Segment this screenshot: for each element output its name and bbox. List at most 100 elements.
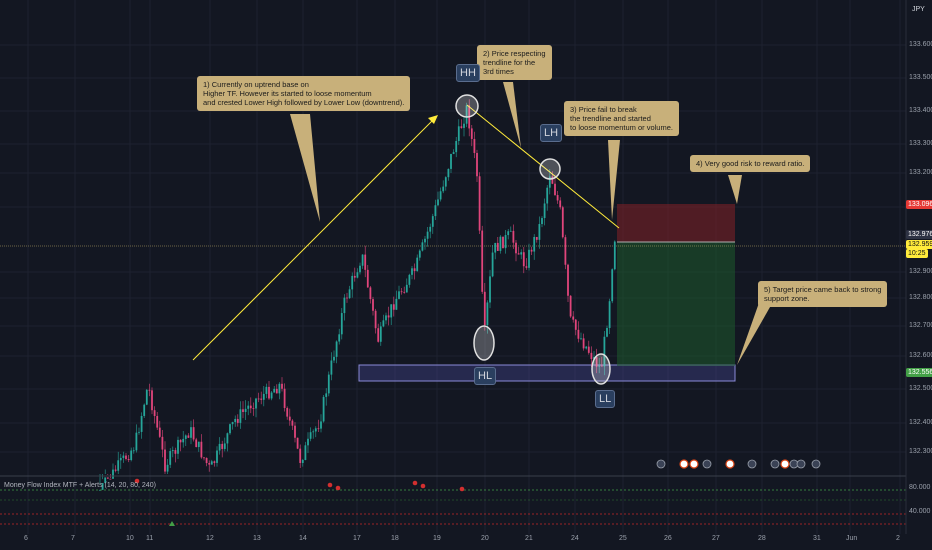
y-tick-label: 133.600 — [909, 41, 932, 48]
candle-body — [338, 334, 341, 342]
candle-body — [572, 316, 575, 320]
candle-body — [507, 231, 510, 236]
candle-body — [125, 455, 127, 459]
candle-body — [437, 199, 439, 206]
candle-body — [130, 450, 133, 461]
candle-body — [229, 424, 231, 434]
candle-body — [431, 216, 434, 227]
candle-body — [203, 457, 205, 459]
x-tick-label: 19 — [433, 535, 441, 542]
candle-body — [413, 268, 416, 272]
y-tick-label: 132.700 — [909, 322, 932, 329]
candle-body — [418, 250, 421, 258]
callout-1: 1) Currently on uptrend base on Higher T… — [197, 76, 411, 111]
candle-body — [151, 390, 153, 411]
candle-body — [559, 200, 562, 208]
candle-body — [385, 315, 387, 321]
candle-body — [429, 226, 432, 232]
candle-body — [340, 313, 343, 335]
candle-body — [270, 392, 273, 399]
candle-body — [174, 450, 177, 454]
x-tick-label: 2 — [896, 535, 900, 542]
candle-body — [554, 183, 556, 196]
candle-body — [520, 252, 523, 255]
ll-circle — [591, 353, 611, 385]
candle-body — [192, 427, 195, 440]
candle-body — [603, 336, 606, 367]
candle-body — [161, 436, 164, 450]
candle-body — [374, 310, 377, 329]
candle-body — [530, 249, 533, 252]
candle-body — [223, 443, 226, 449]
indicator-tick-label: 40.000 — [909, 508, 931, 515]
candle-body — [343, 297, 346, 314]
x-tick-label: 18 — [391, 535, 399, 542]
candle-body — [546, 187, 549, 204]
candle-body — [210, 461, 213, 465]
candle-body — [216, 450, 218, 463]
x-tick-label: 28 — [758, 535, 766, 542]
candle-body — [231, 422, 234, 425]
candle-body — [117, 460, 120, 471]
candle-body — [187, 435, 190, 438]
candle-body — [156, 415, 159, 428]
candle-body — [496, 242, 499, 251]
candle-body — [408, 274, 411, 285]
candle-body — [252, 408, 255, 410]
candle-body — [421, 242, 424, 251]
y-tick-label: 132.800 — [909, 294, 932, 301]
x-tick-label: 10 — [126, 535, 134, 542]
candle-body — [273, 388, 276, 393]
candle-body — [330, 360, 333, 375]
x-tick-label: 25 — [619, 535, 627, 542]
trendline — [466, 104, 620, 229]
callout-5: 5) Target price came back to strong supp… — [758, 281, 888, 307]
candle-body — [463, 123, 465, 128]
candle-body — [171, 450, 174, 452]
candle-body — [307, 438, 309, 446]
candle-body — [314, 428, 317, 432]
candle-body — [450, 153, 452, 169]
callout-2: 2) Price respecting trendline for the 3r… — [477, 45, 552, 80]
candle-body — [221, 443, 224, 449]
support-zone — [358, 364, 736, 382]
y-tick-label: 132.500 — [909, 385, 932, 392]
candle-body — [283, 388, 286, 408]
candle-body — [333, 356, 335, 361]
candle-body — [304, 445, 307, 461]
candle-body — [197, 441, 200, 448]
candle-body — [291, 420, 294, 426]
candle-body — [481, 230, 484, 292]
hh-circle — [455, 94, 479, 118]
candle-body — [184, 435, 187, 439]
price-label-entry: 132.976 — [906, 230, 932, 239]
candle-body — [143, 404, 146, 416]
ll-label: LL — [595, 390, 616, 408]
candle-body — [457, 126, 460, 141]
candle-body — [600, 365, 603, 367]
candle-body — [166, 464, 169, 472]
candle-body — [470, 128, 473, 139]
candle-body — [465, 105, 468, 124]
candle-body — [190, 427, 192, 438]
candle-body — [327, 374, 330, 394]
candle-body — [265, 386, 268, 394]
candle-body — [606, 328, 608, 337]
event-icons — [656, 459, 821, 469]
price-label-countdown: 10:25 — [906, 249, 928, 258]
candle-body — [486, 302, 489, 326]
candle-body — [551, 176, 554, 184]
candle-body — [104, 477, 107, 484]
candle-body — [442, 186, 445, 192]
hl-circle — [473, 325, 495, 361]
candle-body — [236, 418, 239, 423]
x-tick-label: 12 — [206, 535, 214, 542]
symbol-label: JPY — [912, 6, 925, 13]
candle-body — [405, 284, 408, 293]
candle-body — [439, 191, 442, 200]
candle-body — [361, 254, 364, 266]
price-label-stop: 133.096 — [906, 200, 932, 209]
callout3-pointer — [608, 140, 620, 220]
indicator-name: Money Flow Index MTF + Alerts (14, 20, 8… — [4, 482, 156, 489]
